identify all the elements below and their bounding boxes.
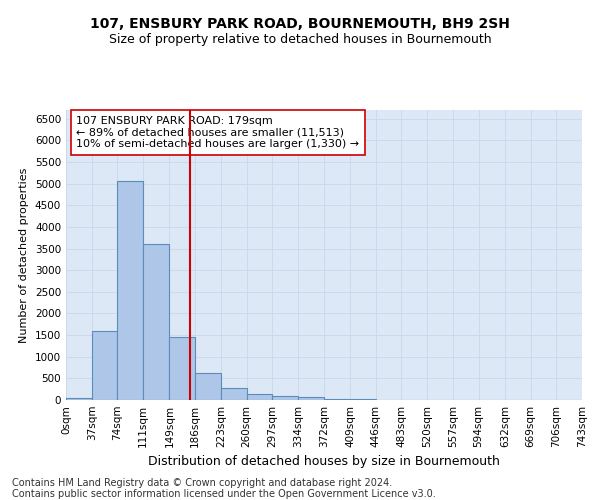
Text: Size of property relative to detached houses in Bournemouth: Size of property relative to detached ho… <box>109 32 491 46</box>
Bar <box>325 398 350 400</box>
Y-axis label: Number of detached properties: Number of detached properties <box>19 168 29 342</box>
Bar <box>221 388 247 400</box>
Bar <box>272 396 298 400</box>
Text: Contains HM Land Registry data © Crown copyright and database right 2024.: Contains HM Land Registry data © Crown c… <box>12 478 392 488</box>
Bar <box>66 398 92 400</box>
Bar <box>350 399 376 400</box>
Bar <box>92 330 118 400</box>
Bar <box>298 397 325 400</box>
Bar <box>247 394 272 400</box>
Text: Contains public sector information licensed under the Open Government Licence v3: Contains public sector information licen… <box>12 489 436 499</box>
Bar <box>169 337 195 400</box>
Bar <box>143 244 169 400</box>
Bar <box>195 373 221 400</box>
Text: 107 ENSBURY PARK ROAD: 179sqm
← 89% of detached houses are smaller (11,513)
10% : 107 ENSBURY PARK ROAD: 179sqm ← 89% of d… <box>76 116 359 149</box>
Text: 107, ENSBURY PARK ROAD, BOURNEMOUTH, BH9 2SH: 107, ENSBURY PARK ROAD, BOURNEMOUTH, BH9… <box>90 18 510 32</box>
X-axis label: Distribution of detached houses by size in Bournemouth: Distribution of detached houses by size … <box>148 456 500 468</box>
Bar <box>118 182 143 400</box>
